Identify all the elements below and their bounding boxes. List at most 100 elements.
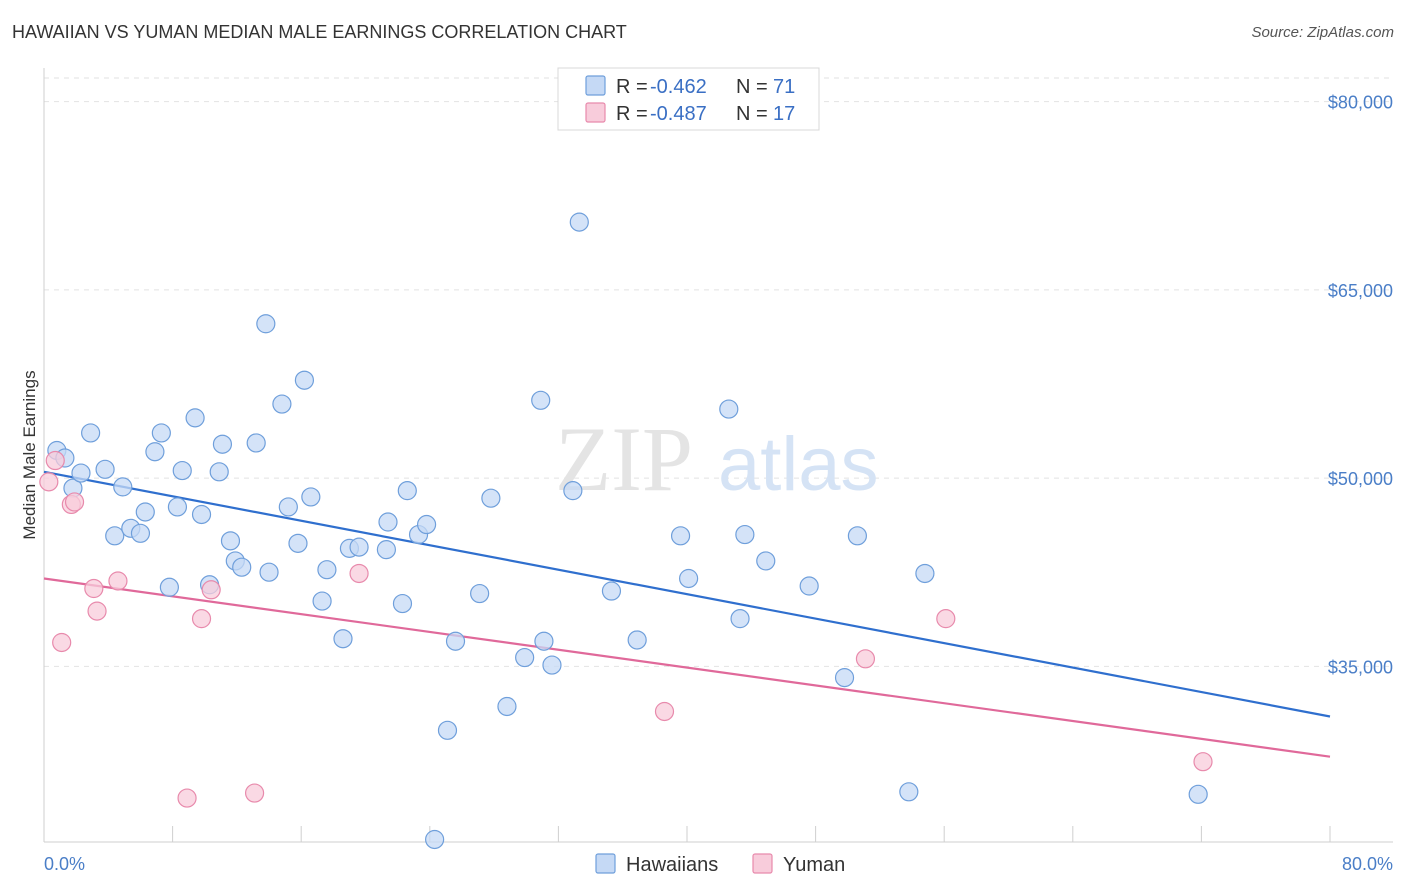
hawaiians-point-63	[799, 576, 819, 596]
hawaiians-point-58	[679, 568, 699, 589]
yuman-point-11	[244, 783, 265, 803]
yuman-point-0	[39, 472, 59, 492]
yuman-point-5	[84, 578, 104, 599]
x-tick-min: 0.0%	[44, 854, 85, 874]
hawaiians-point-15	[172, 460, 192, 481]
y-tick-labels: $80,000 $65,000 $50,000 $35,000	[1328, 93, 1393, 678]
y-axis-label: Median Male Earnings	[20, 370, 39, 539]
hawaiians-point-61	[735, 524, 755, 545]
yuman-point-8	[177, 788, 197, 808]
y-tick-label-0: $80,000	[1328, 93, 1393, 113]
watermark: ZIP atlas	[555, 408, 879, 510]
hawaiians-point-49	[515, 647, 535, 668]
source-note: Source: ZipAtlas.com	[1251, 24, 1394, 41]
hawaiians-point-6	[105, 526, 125, 546]
hawaiians-point-44	[437, 720, 458, 740]
hawaiians-point-48	[497, 696, 517, 717]
hawaiians-point-66	[899, 782, 919, 802]
hawaiians-point-11	[145, 442, 165, 462]
series-legend-swatch-yuman	[752, 853, 773, 874]
hawaiians-point-38	[378, 512, 398, 532]
hawaiians-point-19	[209, 462, 229, 482]
correlation-legend: R = -0.462 N = 71 R = -0.487 N = 17	[557, 67, 820, 131]
hawaiians-point-46	[470, 583, 490, 604]
hawaiians-point-5	[95, 459, 115, 479]
hawaiians-point-14	[167, 497, 188, 517]
hawaiians-point-42	[416, 514, 437, 535]
hawaiians-point-59	[719, 399, 739, 419]
hawaiians-point-32	[312, 591, 332, 611]
hawaiians-point-57	[670, 526, 691, 546]
series-legend-swatch-hawaiians	[595, 853, 616, 874]
hawaiians-point-53	[563, 481, 583, 501]
hawaiians-point-47	[481, 488, 501, 508]
yuman-point-14	[855, 649, 876, 669]
trend-lines	[43, 470, 1331, 758]
legend-r-value-hawaiians: -0.462	[650, 76, 707, 98]
hawaiians-point-28	[278, 497, 298, 517]
hawaiians-point-52	[542, 655, 562, 675]
hawaiians-point-25	[256, 314, 276, 334]
y-tick-label-1: $65,000	[1328, 281, 1393, 301]
yuman-point-10	[201, 580, 221, 600]
yuman-point-13	[654, 701, 675, 722]
legend-n-label-hawaiians: N =	[736, 76, 768, 98]
hawaiians-point-17	[191, 504, 212, 525]
yuman-point-15	[936, 609, 956, 629]
hawaiians-point-54	[569, 212, 589, 232]
hawaiians-point-16	[185, 408, 205, 428]
hawaiians-point-40	[397, 481, 417, 501]
hawaiians-point-62	[756, 551, 776, 571]
hawaiians-point-26	[259, 562, 279, 582]
x-tick-max: 80.0%	[1342, 854, 1393, 874]
hawaiians-point-4	[81, 423, 101, 443]
yuman-points	[39, 450, 1213, 808]
hawaiians-point-21	[220, 531, 241, 551]
series-legend-label-yuman: Yuman	[783, 854, 845, 876]
hawaiians-point-43	[425, 829, 445, 850]
hawaiians-point-12	[151, 423, 171, 443]
yuman-point-9	[191, 609, 212, 629]
legend-swatch-hawaiians	[585, 75, 606, 96]
legend-n-value-hawaiians: 71	[773, 76, 795, 98]
hawaiians-point-27	[272, 394, 292, 414]
hawaiians-point-24	[246, 433, 266, 453]
yuman-point-16	[1193, 752, 1213, 772]
yuman-point-1	[45, 450, 65, 471]
legend-n-value-yuman: 17	[773, 103, 795, 125]
axes	[43, 68, 1393, 843]
hawaiians-point-65	[847, 526, 867, 546]
yuman-point-4	[64, 492, 85, 512]
hawaiians-point-56	[627, 630, 647, 650]
legend-r-value-yuman: -0.487	[650, 103, 707, 125]
hawaiians-point-23	[232, 557, 252, 577]
hawaiians-point-13	[159, 577, 179, 597]
hawaiians-point-7	[113, 477, 133, 497]
yuman-point-7	[108, 571, 128, 591]
hawaiians-point-36	[349, 537, 369, 557]
grid-lines	[44, 77, 1393, 667]
yuman-point-12	[349, 563, 369, 584]
hawaiians-point-55	[601, 581, 622, 601]
legend-r-label-yuman: R =	[616, 103, 648, 125]
hawaiians-point-29	[288, 533, 308, 553]
hawaiians-point-10	[135, 502, 155, 522]
hawaiians-point-67	[915, 563, 935, 584]
hawaiians-point-68	[1188, 784, 1208, 804]
hawaiians-point-51	[534, 631, 554, 651]
series-legend: Hawaiians Yuman	[595, 853, 845, 876]
watermark-atlas: atlas	[718, 422, 879, 507]
yuman-point-6	[87, 601, 107, 621]
yuman-point-2	[52, 632, 72, 653]
hawaiians-point-3	[71, 463, 91, 483]
hawaiians-point-9	[130, 523, 151, 543]
hawaiians-points	[47, 212, 1208, 850]
y-tick-label-3: $35,000	[1328, 657, 1393, 677]
hawaiians-point-37	[376, 540, 396, 560]
hawaiians-point-50	[531, 390, 551, 410]
hawaiians-point-34	[333, 629, 353, 649]
hawaiians-point-33	[317, 560, 337, 580]
hawaiians-point-64	[834, 668, 855, 688]
hawaiians-point-45	[445, 631, 466, 651]
hawaiians-point-60	[730, 609, 750, 629]
